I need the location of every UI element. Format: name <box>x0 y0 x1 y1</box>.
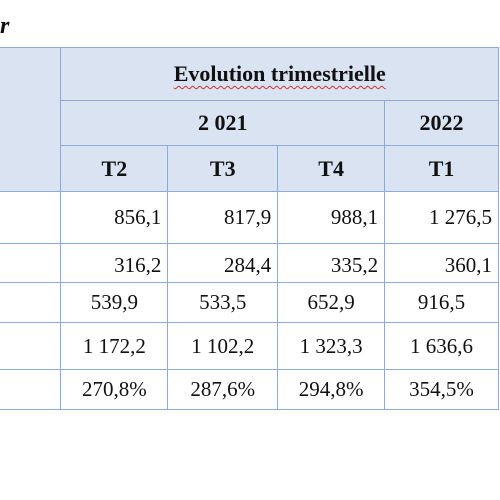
table-cell: 316,2 <box>60 243 169 283</box>
table-cell: 270,8% <box>60 369 169 410</box>
table-row: 316,2 284,4 335,2 360,1 <box>0 243 499 283</box>
header-row-years: 2 021 2022 <box>0 100 499 146</box>
table-cell: 652,9 <box>277 282 386 323</box>
quarter-header: T1 <box>384 145 499 192</box>
header-row-title: Evolution trimestrielle <box>0 47 499 192</box>
table-cell: 539,9 <box>60 282 169 323</box>
header-row-quarters: T2 T3 T4 T1 <box>0 145 499 192</box>
table-row: 270,8% 287,6% 294,8% 354,5% <box>0 369 499 410</box>
table-title-cell: Evolution trimestrielle <box>60 47 499 101</box>
table-title: Evolution trimestrielle <box>173 61 386 86</box>
table-cell: 1 323,3 <box>277 322 386 370</box>
quarterly-evolution-table: Evolution trimestrielle 2 021 2022 T2 T3… <box>0 47 499 410</box>
table-cell: 1 636,6 <box>384 322 499 370</box>
row-label-header-cell <box>0 47 62 192</box>
table-cell: 1 172,2 <box>60 322 169 370</box>
table-cell: 335,2 <box>277 243 386 283</box>
table-cell: 1 102,2 <box>167 322 279 370</box>
row-label-cell <box>0 282 62 323</box>
year-header-2021: 2 021 <box>60 100 386 146</box>
table-cell: 360,1 <box>384 243 499 283</box>
row-label-cell <box>0 369 62 410</box>
table-cell: 817,9 <box>167 191 279 244</box>
cropped-heading-fragment: r <box>0 13 10 39</box>
table-row: 1 172,2 1 102,2 1 323,3 1 636,6 <box>0 322 499 370</box>
quarter-header: T3 <box>167 145 279 192</box>
row-label-cell <box>0 243 62 283</box>
table-row: 539,9 533,5 652,9 916,5 <box>0 282 499 323</box>
table-cell: 354,5% <box>384 369 499 410</box>
table-cell: 284,4 <box>167 243 279 283</box>
table-cell: 294,8% <box>277 369 386 410</box>
table-cell: 533,5 <box>167 282 279 323</box>
table-row: 856,1 817,9 988,1 1 276,5 <box>0 191 499 244</box>
table-cell: 856,1 <box>60 191 169 244</box>
quarter-header: T2 <box>60 145 169 192</box>
table-cell: 916,5 <box>384 282 499 323</box>
year-header-2022: 2022 <box>384 100 499 146</box>
row-label-cell <box>0 191 62 244</box>
table-cell: 287,6% <box>167 369 279 410</box>
row-label-cell <box>0 322 62 370</box>
table-cell: 988,1 <box>277 191 386 244</box>
quarter-header: T4 <box>277 145 386 192</box>
table-cell: 1 276,5 <box>384 191 499 244</box>
